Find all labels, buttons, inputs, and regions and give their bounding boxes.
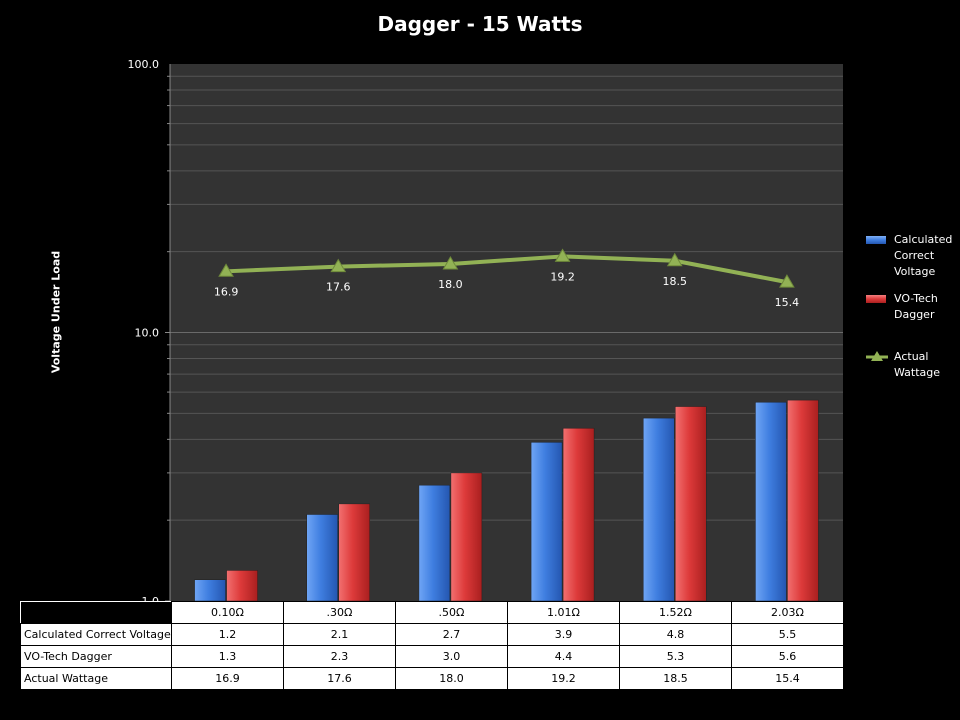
data-label: 15.4 xyxy=(775,296,800,309)
data-label: 18.0 xyxy=(438,278,463,291)
table-row-label: VO-Tech Dagger xyxy=(20,645,172,668)
bar xyxy=(306,514,338,602)
x-tick-label: .50Ω xyxy=(395,601,508,624)
table-cell: 1.2 xyxy=(171,623,284,646)
table-cell: 2.7 xyxy=(395,623,508,646)
table-row-label: Actual Wattage xyxy=(20,667,172,690)
x-tick-label: 1.01Ω xyxy=(507,601,620,624)
line-marker xyxy=(218,263,234,277)
legend-label: VO-Tech Dagger xyxy=(894,292,938,321)
table-cell: 4.4 xyxy=(507,645,620,668)
table-row-label: Calculated Correct Voltage xyxy=(20,623,172,646)
data-label: 17.6 xyxy=(326,281,351,294)
x-tick-label: .30Ω xyxy=(283,601,396,624)
y-tick-label: 100.0 xyxy=(128,58,160,71)
bar xyxy=(450,472,483,602)
table-cell: 5.3 xyxy=(619,645,732,668)
table-cell: 3.0 xyxy=(395,645,508,668)
table-row: Actual Wattage 16.9 17.6 18.0 19.2 18.5 15.4 xyxy=(20,667,844,690)
table-cell: 1.3 xyxy=(171,645,284,668)
legend-swatch xyxy=(866,295,886,303)
data-table: 0.10Ω .30Ω .50Ω 1.01Ω 1.52Ω 2.03Ω Calculated C… xyxy=(20,601,844,690)
line-marker xyxy=(442,255,459,270)
legend-item: VO-Tech Dagger xyxy=(866,291,960,323)
line-marker xyxy=(330,258,347,273)
bar xyxy=(755,401,787,602)
line-marker xyxy=(666,252,683,267)
chart-title: Dagger - 15 Watts xyxy=(377,12,583,36)
table-cell: 17.6 xyxy=(283,667,396,690)
bar xyxy=(675,406,707,602)
bar xyxy=(562,427,595,602)
x-tick-label: 1.52Ω xyxy=(619,601,732,624)
bar xyxy=(226,570,258,602)
data-label: 16.9 xyxy=(214,285,239,298)
y-tick-label: 10.0 xyxy=(135,327,160,340)
legend-swatch xyxy=(866,351,888,363)
x-tick-label: 0.10Ω xyxy=(171,601,284,624)
data-label: 19.2 xyxy=(550,270,575,283)
table-cell: 19.2 xyxy=(507,667,620,690)
table-cell: 3.9 xyxy=(507,623,620,646)
bar xyxy=(338,503,370,602)
table-row: VO-Tech Dagger 1.3 2.3 3.0 4.4 5.3 5.6 xyxy=(20,645,844,668)
table-header-row: 0.10Ω .30Ω .50Ω 1.01Ω 1.52Ω 2.03Ω xyxy=(20,601,844,624)
data-label: 18.5 xyxy=(663,275,688,288)
bar xyxy=(418,484,451,602)
legend-item: Actual Wattage xyxy=(866,349,960,381)
table-cell: 16.9 xyxy=(171,667,284,690)
series-line xyxy=(225,254,788,285)
table-cell: 15.4 xyxy=(731,667,844,690)
legend-label: Calculated Correct Voltage xyxy=(894,233,953,278)
table-cell: 2.1 xyxy=(283,623,396,646)
line-marker xyxy=(554,248,571,262)
table-cell: 18.0 xyxy=(395,667,508,690)
legend-item: Calculated Correct Voltage xyxy=(866,232,960,280)
bar xyxy=(194,579,226,602)
line-marker xyxy=(779,274,795,288)
table-cell: 2.3 xyxy=(283,645,396,668)
table-cell: 5.5 xyxy=(731,623,844,646)
bar xyxy=(643,417,675,602)
bar xyxy=(530,442,563,602)
y-axis-label: Voltage Under Load xyxy=(49,250,63,374)
legend-swatch xyxy=(866,236,886,244)
x-tick-label: 2.03Ω xyxy=(731,601,844,624)
table-cell: 4.8 xyxy=(619,623,732,646)
legend-label: Actual Wattage xyxy=(894,350,941,379)
bar xyxy=(787,399,819,602)
table-cell: 18.5 xyxy=(619,667,732,690)
table-cell: 5.6 xyxy=(731,645,844,668)
table-corner xyxy=(20,601,172,624)
table-row: Calculated Correct Voltage 1.2 2.1 2.7 3.9 4.… xyxy=(20,623,844,646)
